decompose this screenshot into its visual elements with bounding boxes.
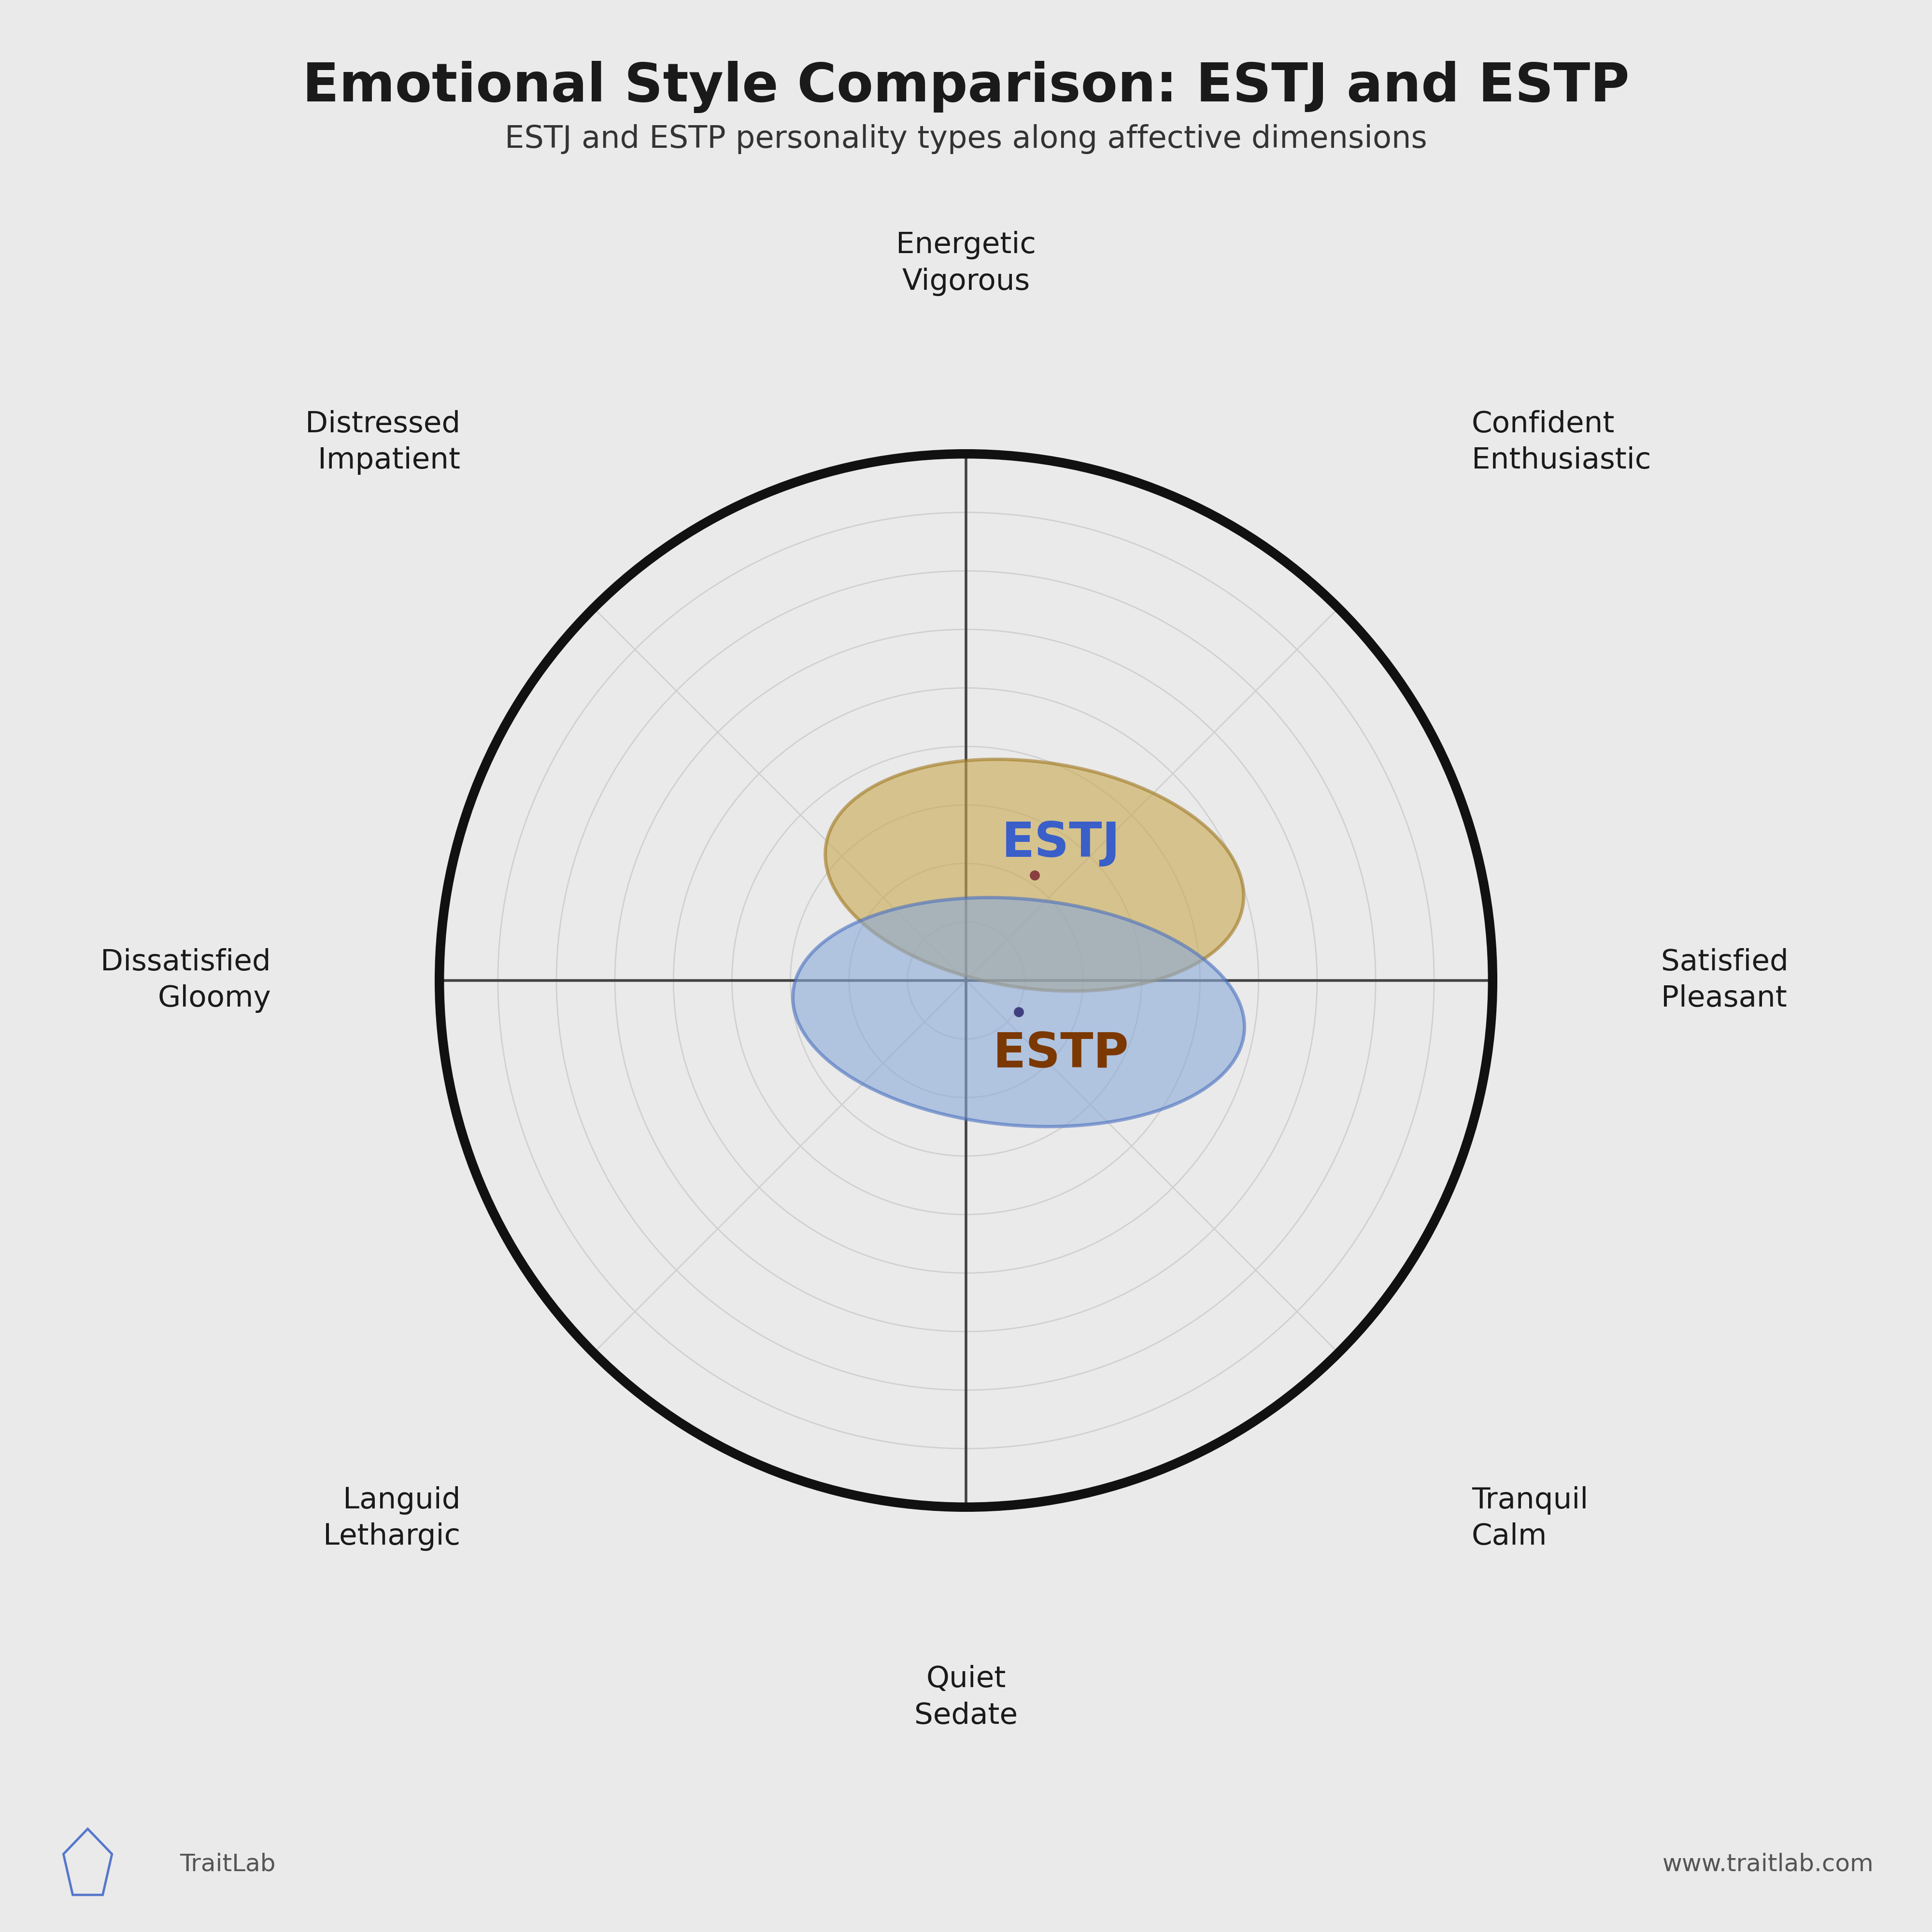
Text: www.traitlab.com: www.traitlab.com	[1663, 1853, 1874, 1876]
Text: Distressed
Impatient: Distressed Impatient	[305, 410, 460, 475]
Text: ESTP: ESTP	[993, 1032, 1128, 1078]
Text: ESTJ: ESTJ	[1001, 821, 1121, 867]
Text: TraitLab: TraitLab	[180, 1853, 276, 1876]
Text: Languid
Lethargic: Languid Lethargic	[323, 1486, 460, 1551]
Text: ESTJ and ESTP personality types along affective dimensions: ESTJ and ESTP personality types along af…	[504, 124, 1428, 155]
Text: Satisfied
Pleasant: Satisfied Pleasant	[1662, 949, 1789, 1012]
Ellipse shape	[792, 898, 1244, 1126]
Text: Tranquil
Calm: Tranquil Calm	[1472, 1486, 1588, 1551]
Text: Confident
Enthusiastic: Confident Enthusiastic	[1472, 410, 1652, 475]
Text: Dissatisfied
Gloomy: Dissatisfied Gloomy	[100, 949, 270, 1012]
Text: Energetic
Vigorous: Energetic Vigorous	[896, 232, 1036, 296]
Text: Emotional Style Comparison: ESTJ and ESTP: Emotional Style Comparison: ESTJ and EST…	[303, 60, 1629, 112]
Text: Quiet
Sedate: Quiet Sedate	[914, 1665, 1018, 1729]
Ellipse shape	[825, 759, 1244, 991]
